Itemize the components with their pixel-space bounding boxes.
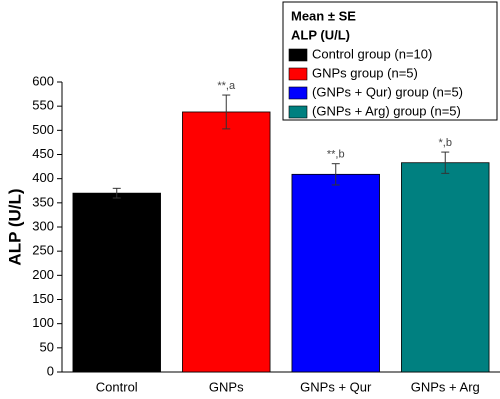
legend-label: Control group (n=10) <box>312 46 432 61</box>
bar <box>291 173 380 373</box>
bar <box>401 162 490 373</box>
y-tick-label: 250 <box>32 243 54 258</box>
y-tick-label: 400 <box>32 170 54 185</box>
legend-title: ALP (U/L) <box>291 27 350 42</box>
legend-label: GNPs group (n=5) <box>312 65 418 80</box>
annotation: **,b <box>327 149 345 161</box>
legend-box <box>282 1 498 121</box>
y-tick-label: 150 <box>32 291 54 306</box>
x-tick-label: Control <box>96 379 138 394</box>
y-tick-label: 350 <box>32 194 54 209</box>
legend-swatch <box>288 105 308 119</box>
y-tick-label: 300 <box>32 218 54 233</box>
annotation: **,a <box>217 80 236 92</box>
x-tick-label: GNPs + Arg <box>411 379 480 394</box>
legend-swatch <box>288 67 308 81</box>
annotation: *,b <box>439 137 452 149</box>
y-tick-label: 600 <box>32 73 54 88</box>
y-tick-label: 100 <box>32 315 54 330</box>
y-tick-label: 450 <box>32 146 54 161</box>
y-tick-label: 50 <box>40 339 54 354</box>
x-tick-label: GNPs + Qur <box>300 379 372 394</box>
legend-label: (GNPs + Arg) group (n=5) <box>312 103 461 118</box>
legend-title: Mean ± SE <box>291 8 356 23</box>
y-axis-label: ALP (U/L) <box>5 188 24 265</box>
y-tick-label: 200 <box>32 267 54 282</box>
x-tick-label: GNPs <box>209 379 244 394</box>
bar <box>182 111 271 373</box>
legend-swatch <box>288 48 308 62</box>
y-tick-label: 0 <box>47 363 54 378</box>
bar <box>72 192 161 373</box>
legend-swatch <box>288 86 308 100</box>
y-tick-label: 500 <box>32 122 54 137</box>
legend-label: (GNPs + Qur) group (n=5) <box>312 84 463 99</box>
y-tick-label: 550 <box>32 98 54 113</box>
